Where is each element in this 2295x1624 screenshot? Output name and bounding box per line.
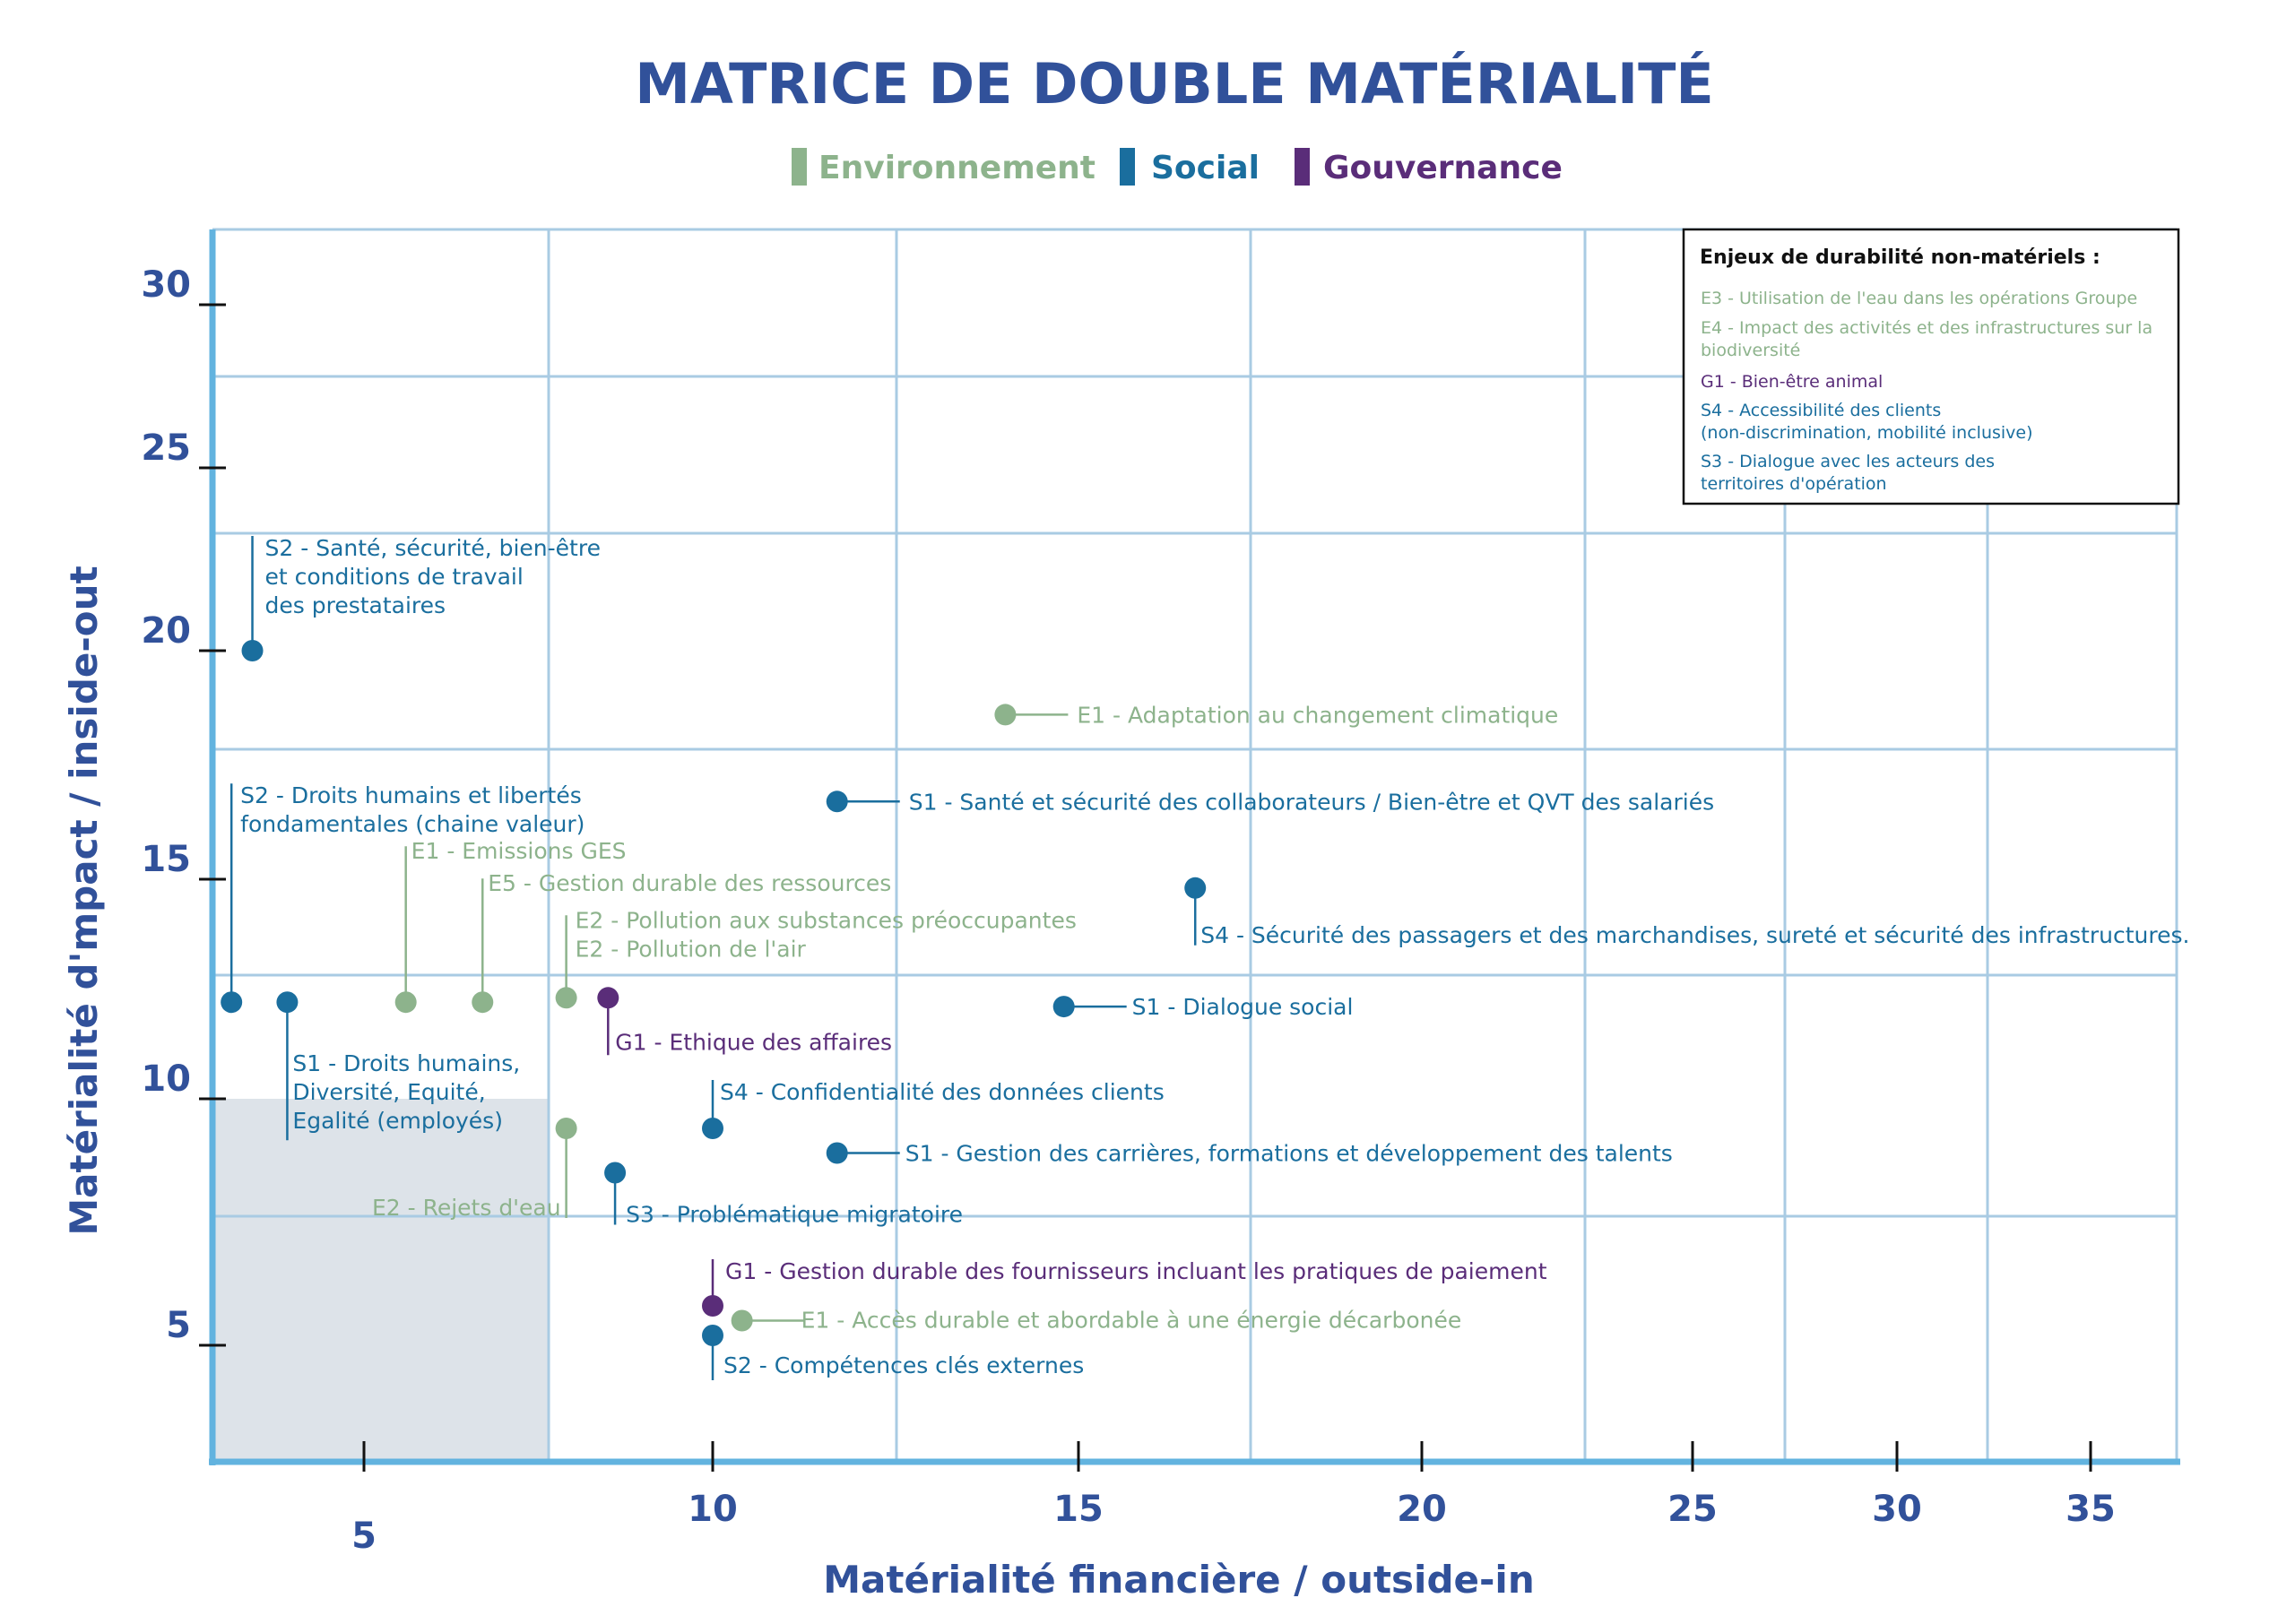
data-label: Egalité (employés) <box>292 1108 503 1134</box>
low-materiality-zone-rect <box>212 1099 549 1462</box>
data-point-s4 <box>1184 877 1207 899</box>
data-point-g1 <box>702 1295 723 1317</box>
y-tick-label: 30 <box>141 264 191 306</box>
data-label: S2 - Droits humains et libertés <box>240 782 582 808</box>
data-point-g1 <box>597 987 619 1009</box>
data-label: S3 - Problématique migratoire <box>626 1202 963 1228</box>
data-label: S2 - Santé, sécurité, bien-être <box>265 535 601 561</box>
data-point-e2 <box>555 987 577 1009</box>
data-point-e2 <box>555 1118 577 1139</box>
data-label: S1 - Droits humains, <box>292 1050 520 1076</box>
non-material-item: biodiversité <box>1701 341 1800 360</box>
data-label: E2 - Pollution de l'air <box>576 936 807 962</box>
legend-item-gouvernance: Gouvernance <box>1323 150 1563 186</box>
data-point-s2 <box>221 991 243 1014</box>
y-tick-label: 20 <box>141 610 191 652</box>
data-label: S1 - Santé et sécurité des collaborateur… <box>909 789 1714 815</box>
y-tick-label: 25 <box>141 428 191 469</box>
data-label: E1 - Adaptation au changement climatique <box>1077 702 1558 728</box>
data-points <box>221 640 1207 1346</box>
data-point-s1 <box>1052 996 1075 1018</box>
non-material-box-title: Enjeux de durabilité non-matériels : <box>1700 246 2100 269</box>
data-label: S1 - Dialogue social <box>1132 994 1354 1020</box>
non-material-item: S3 - Dialogue avec les acteurs des <box>1701 452 1995 471</box>
data-label: E1 - Emissions GES <box>411 838 627 864</box>
data-label: des prestataires <box>265 592 446 618</box>
data-point-s1 <box>276 991 299 1014</box>
y-tick-label: 5 <box>166 1305 191 1346</box>
x-tick-label: 35 <box>2066 1489 2116 1530</box>
legend-item-social: Social <box>1151 150 1260 186</box>
axes: 5 10 15 20 25 30 5 10 15 20 25 30 35 <box>141 229 2180 1557</box>
data-point-e1 <box>731 1309 753 1332</box>
data-label: G1 - Ethique des affaires <box>615 1029 892 1055</box>
data-point-s2 <box>702 1325 723 1346</box>
legend-item-environnement: Environnement <box>818 150 1096 186</box>
x-tick-label: 5 <box>351 1516 377 1557</box>
x-axis-title: Matérialité financière / outside-in <box>823 1558 1534 1602</box>
data-point-s3 <box>604 1162 627 1184</box>
y-axis-title: Matérialité d'mpact / inside-out <box>62 566 106 1235</box>
legend-swatch-environnement <box>792 148 807 186</box>
non-material-item: G1 - Bien-être animal <box>1701 372 1883 392</box>
chart-title: MATRICE DE DOUBLE MATÉRIALITÉ <box>635 51 1714 117</box>
non-material-item: S4 - Accessibilité des clients <box>1701 401 1941 420</box>
non-material-item: territoires d'opération <box>1701 474 1887 494</box>
data-label: G1 - Gestion durable des fournisseurs in… <box>725 1258 1547 1284</box>
legend: Environnement Social Gouvernance <box>792 148 1563 186</box>
data-point-e1 <box>394 991 417 1014</box>
data-label: S4 - Sécurité des passagers et des march… <box>1200 922 2189 948</box>
non-material-item: E3 - Utilisation de l'eau dans les opéra… <box>1701 289 2137 308</box>
data-label: S1 - Gestion des carrières, formations e… <box>905 1141 1673 1167</box>
data-point-s1 <box>826 1142 848 1164</box>
data-label: E1 - Accès durable et abordable à une én… <box>801 1308 1462 1334</box>
data-label: S4 - Confidentialité des données clients <box>720 1079 1165 1105</box>
x-tick-label: 15 <box>1053 1489 1104 1530</box>
data-point-s4 <box>702 1118 723 1139</box>
data-point-e5 <box>472 991 494 1014</box>
data-label: E5 - Gestion durable des ressources <box>488 870 891 896</box>
data-label: et conditions de travail <box>265 564 524 590</box>
non-material-item: (non-discrimination, mobilité inclusive) <box>1701 423 2033 443</box>
y-tick-label: 10 <box>141 1058 191 1100</box>
low-materiality-zone <box>212 1099 549 1462</box>
legend-swatch-social <box>1120 148 1135 186</box>
x-tick-label: 30 <box>1872 1489 1922 1530</box>
non-material-issues-box: Enjeux de durabilité non-matériels : E3 -… <box>1682 228 2180 505</box>
data-label: fondamentales (chaine valeur) <box>240 811 585 837</box>
data-label: S2 - Compétences clés externes <box>723 1352 1084 1378</box>
x-tick-label: 25 <box>1667 1489 1718 1530</box>
y-tick-label: 15 <box>141 839 191 880</box>
legend-swatch-gouvernance <box>1295 148 1310 186</box>
x-tick-label: 20 <box>1397 1489 1447 1530</box>
x-tick-label: 10 <box>688 1489 738 1530</box>
data-label: E2 - Rejets d'eau <box>372 1195 561 1221</box>
non-material-item: E4 - Impact des activités et des infrast… <box>1701 318 2152 338</box>
data-labels: S2 - Santé, sécurité, bien-être et condit… <box>240 535 2189 1378</box>
non-material-box-frame <box>1682 228 2180 505</box>
data-point-s1 <box>826 790 848 813</box>
data-point-s2 <box>241 640 264 661</box>
data-label: Diversité, Equité, <box>292 1079 485 1105</box>
data-point-e1 <box>994 704 1017 726</box>
data-label: E2 - Pollution aux substances préoccupan… <box>576 907 1077 933</box>
